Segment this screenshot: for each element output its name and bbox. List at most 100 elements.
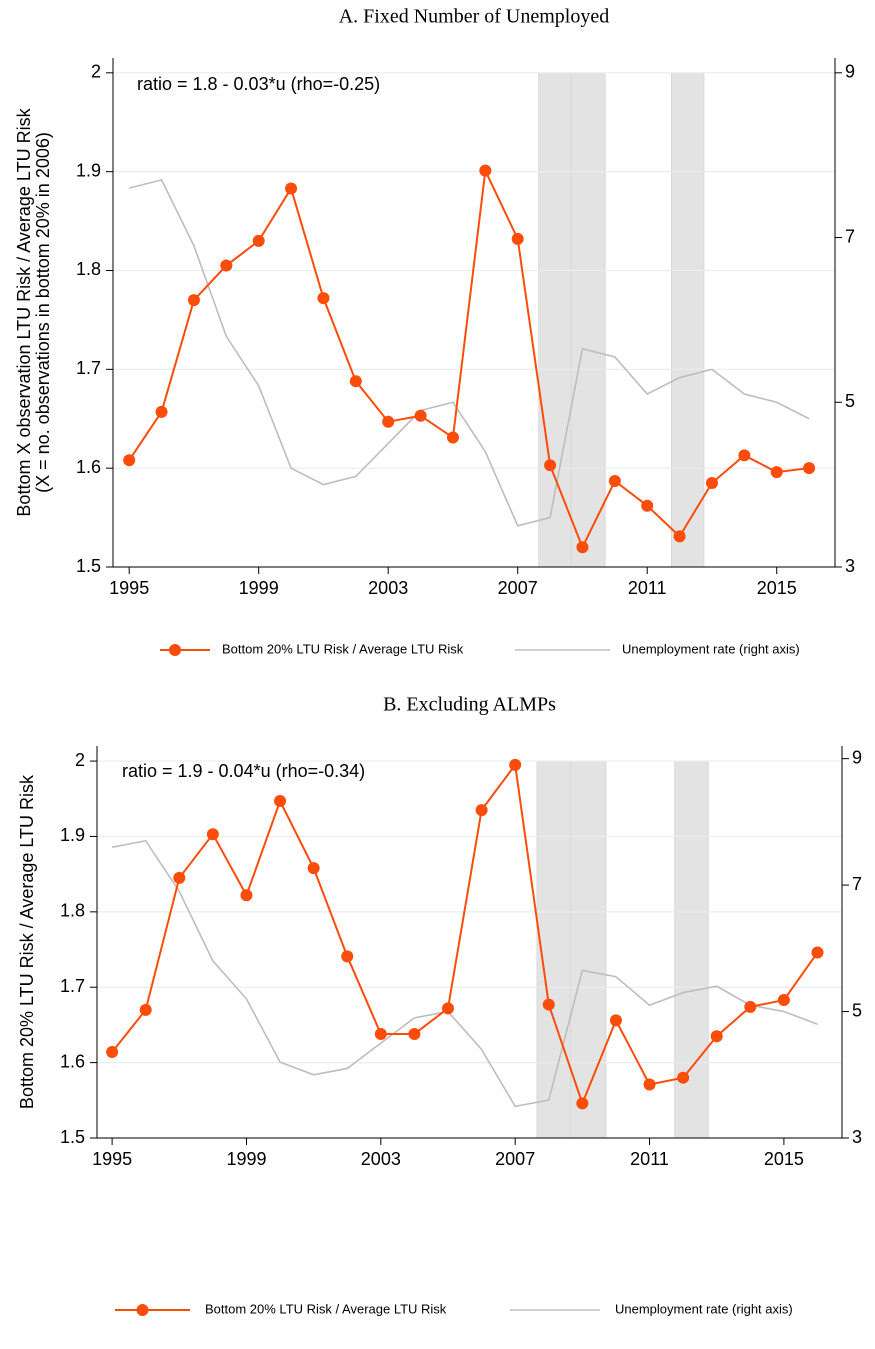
recession-shade bbox=[570, 72, 606, 568]
annotation: ratio = 1.9 - 0.04*u (rho=-0.34) bbox=[122, 761, 365, 781]
data-point bbox=[705, 476, 718, 489]
y-tick-label: 1.6 bbox=[76, 457, 101, 477]
y2-tick-label: 5 bbox=[852, 1000, 862, 1020]
data-point bbox=[442, 1002, 455, 1015]
legend-label: Unemployment rate (right axis) bbox=[615, 1301, 793, 1316]
data-point bbox=[811, 946, 824, 959]
x-tick-label: 1995 bbox=[92, 1149, 132, 1169]
recession-shade bbox=[538, 72, 572, 568]
data-point bbox=[770, 466, 783, 479]
data-point bbox=[408, 1027, 421, 1040]
x-tick-label: 2007 bbox=[495, 1149, 535, 1169]
legend-label: Bottom 20% LTU Risk / Average LTU Risk bbox=[205, 1301, 447, 1316]
y2-tick-label: 3 bbox=[845, 556, 855, 576]
data-point bbox=[608, 475, 621, 488]
y-tick-label: 1.5 bbox=[60, 1127, 85, 1147]
series-line bbox=[111, 839, 818, 1108]
data-point bbox=[341, 950, 354, 963]
data-point bbox=[673, 530, 686, 543]
recession-shade bbox=[570, 760, 607, 1139]
chart-title: A. Fixed Number of Unemployed bbox=[339, 6, 610, 28]
data-point bbox=[511, 232, 524, 245]
data-point bbox=[206, 828, 219, 841]
data-point bbox=[803, 462, 816, 475]
data-point bbox=[307, 862, 320, 875]
y-tick-label: 1.6 bbox=[60, 1051, 85, 1071]
data-point bbox=[349, 375, 362, 388]
y-axis-label: Bottom 20% LTU Risk / Average LTU Risk bbox=[17, 774, 37, 1109]
data-point bbox=[777, 994, 790, 1007]
y2-tick-label: 9 bbox=[852, 747, 862, 767]
series-line bbox=[128, 178, 810, 527]
y-tick-label: 1.8 bbox=[60, 901, 85, 921]
data-point bbox=[509, 758, 522, 771]
data-point bbox=[576, 541, 589, 554]
data-point bbox=[710, 1030, 723, 1043]
y-tick-label: 1.7 bbox=[60, 976, 85, 996]
data-point bbox=[139, 1003, 152, 1016]
x-tick-label: 2007 bbox=[498, 578, 538, 598]
data-point bbox=[285, 182, 298, 195]
data-point bbox=[274, 795, 287, 808]
data-point bbox=[252, 234, 265, 247]
data-point bbox=[240, 889, 253, 902]
data-point bbox=[123, 454, 136, 467]
chart-title: B. Excluding ALMPs bbox=[383, 694, 556, 716]
x-tick-label: 2011 bbox=[628, 578, 667, 598]
series-line bbox=[111, 762, 819, 1107]
legend-marker bbox=[169, 644, 181, 656]
data-point bbox=[643, 1078, 656, 1091]
data-point bbox=[382, 415, 395, 428]
chart-panel: A. Fixed Number of Unemployed 1.5 1.6 1.7 1.… bbox=[14, 6, 855, 657]
y2-tick-label: 5 bbox=[845, 391, 855, 411]
data-point bbox=[738, 449, 751, 462]
x-tick-label: 2015 bbox=[764, 1149, 804, 1169]
data-point bbox=[446, 431, 459, 444]
data-point bbox=[317, 292, 330, 305]
y2-tick-label: 7 bbox=[845, 226, 855, 246]
y-tick-label: 1.8 bbox=[76, 259, 101, 279]
legend-marker bbox=[136, 1304, 149, 1316]
data-point bbox=[475, 804, 488, 817]
x-tick-label: 1995 bbox=[109, 578, 149, 598]
data-point bbox=[576, 1097, 589, 1110]
x-tick-label: 1999 bbox=[239, 578, 279, 598]
y2-tick-label: 9 bbox=[845, 62, 855, 82]
y-axis-label: Bottom X observation LTU Risk / Average … bbox=[14, 107, 34, 516]
data-point bbox=[542, 998, 555, 1011]
chart-panel: B. Excluding ALMPs 1.5 1.6 1.7 1.8 1.9 2 3 5 7 9 19… bbox=[17, 694, 862, 1317]
data-point bbox=[187, 294, 200, 307]
data-point bbox=[173, 871, 186, 884]
y-tick-label: 1.7 bbox=[76, 358, 101, 378]
y2-tick-label: 3 bbox=[852, 1127, 862, 1147]
data-point bbox=[374, 1027, 387, 1040]
y-tick-label: 2 bbox=[75, 750, 85, 770]
data-point bbox=[106, 1046, 119, 1059]
data-point bbox=[641, 499, 654, 512]
legend-label: Unemployment rate (right axis) bbox=[622, 641, 800, 656]
data-point bbox=[744, 1000, 757, 1013]
y-tick-label: 1.5 bbox=[76, 556, 101, 576]
y-axis-label: (X = no. observations in bottom 20% in 2… bbox=[33, 132, 53, 493]
y-tick-label: 1.9 bbox=[60, 825, 85, 845]
recession-shade bbox=[670, 72, 705, 568]
legend-label: Bottom 20% LTU Risk / Average LTU Risk bbox=[222, 641, 464, 656]
x-tick-label: 2003 bbox=[368, 578, 408, 598]
y-tick-label: 2 bbox=[91, 62, 101, 82]
x-tick-label: 2003 bbox=[361, 1149, 401, 1169]
data-point bbox=[544, 459, 557, 472]
x-tick-label: 2011 bbox=[630, 1149, 669, 1169]
x-tick-label: 2015 bbox=[757, 578, 797, 598]
data-point bbox=[479, 164, 492, 177]
annotation: ratio = 1.8 - 0.03*u (rho=-0.25) bbox=[137, 74, 380, 94]
y-tick-label: 1.9 bbox=[76, 160, 101, 180]
data-point bbox=[220, 259, 233, 272]
series-line bbox=[128, 167, 810, 550]
data-point bbox=[155, 405, 168, 418]
data-point bbox=[609, 1014, 622, 1027]
data-point bbox=[414, 409, 427, 422]
y2-tick-label: 7 bbox=[852, 874, 862, 894]
data-point bbox=[677, 1071, 690, 1084]
x-tick-label: 1999 bbox=[226, 1149, 266, 1169]
